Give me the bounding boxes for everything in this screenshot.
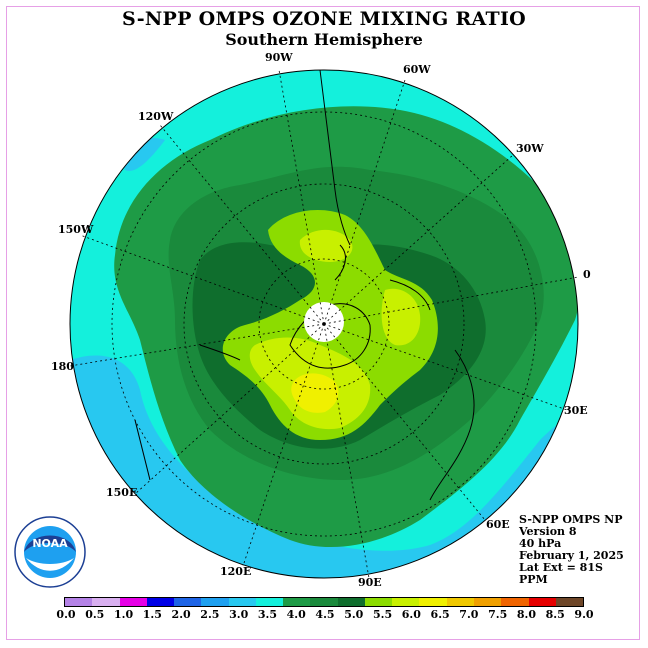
colorbar-tick-label: 5.5: [372, 608, 393, 621]
colorbar-tick-label: 6.0: [401, 608, 421, 621]
lon-label-120e: 120E: [220, 565, 251, 578]
colorbar-tick-label: 6.5: [430, 608, 450, 621]
lon-label-30e: 30E: [564, 404, 588, 417]
colorbar-segment: [419, 598, 447, 606]
colorbar-segment: [364, 598, 393, 606]
colorbar-segment: [119, 598, 147, 606]
colorbar-tick-label: 2.5: [200, 608, 220, 621]
ozone-field: [70, 70, 578, 578]
colorbar-tick-label: 0.0: [56, 608, 76, 621]
colorbar-segment: [255, 598, 284, 606]
map-title: S-NPP OMPS OZONE MIXING RATIO: [121, 8, 527, 30]
lon-label-150w: 150W: [58, 223, 94, 236]
colorbar-segment: [446, 598, 474, 606]
colorbar-segment: [201, 598, 229, 606]
map-subtitle: Southern Hemisphere: [225, 30, 423, 49]
colorbar-segment: [65, 598, 93, 606]
colorbar-segment: [555, 598, 584, 606]
colorbar-segment: [501, 598, 529, 606]
noaa-logo: NOAA: [14, 516, 86, 588]
info-units: PPM: [519, 573, 548, 586]
colorbar-tick-label: 7.5: [488, 608, 508, 621]
longitude-labels: 90W 60W 120W 30W 150W 0 180 30E 150E 60E…: [51, 51, 591, 589]
colorbar-tick-label: 1.0: [113, 608, 134, 621]
lon-label-180: 180: [51, 360, 74, 373]
map-boundary: [69, 69, 579, 579]
colorbar-segment: [473, 598, 502, 606]
colorbar: [64, 597, 584, 607]
contour-6-0: [249, 229, 421, 430]
lon-label-60w: 60W: [403, 63, 431, 76]
coastlines: [134, 70, 475, 501]
colorbar-segment: [174, 598, 202, 606]
colorbar-segment: [92, 598, 120, 606]
colorbar-segment: [146, 598, 175, 606]
info-block: S-NPP OMPS NP Version 8 40 hPa February …: [519, 514, 624, 586]
noaa-logo-text: NOAA: [32, 537, 68, 550]
colorbar-tick-label: 0.5: [85, 608, 105, 621]
colorbar-segment: [337, 598, 365, 606]
lon-label-150e: 150E: [106, 486, 137, 499]
colorbar-segment: [228, 598, 256, 606]
colorbar-segment: [528, 598, 556, 606]
info-pressure: 40 hPa: [519, 537, 562, 550]
colorbar-segment: [283, 598, 311, 606]
figure-frame: [6, 6, 640, 640]
colorbar-tick-label: 3.0: [229, 608, 249, 621]
colorbar-tick-label: 4.0: [286, 608, 306, 621]
graticule: [69, 69, 579, 579]
lon-label-120w: 120W: [138, 110, 174, 123]
info-lat-extent: Lat Ext = 81S: [519, 561, 603, 574]
lon-label-60e: 60E: [486, 518, 510, 531]
colorbar-tick-label: 8.0: [516, 608, 537, 621]
colorbar-ticks: 0.0 0.5 1.0 1.5 2.0 2.5 3.0 3.5 4.0 4.5 5.0 5.5 6.0 6…: [0, 608, 648, 622]
lon-label-90e: 90E: [358, 576, 382, 589]
colorbar-tick-label: 2.0: [171, 608, 191, 621]
colorbar-tick-label: 4.5: [315, 608, 335, 621]
contour-6-5: [291, 373, 339, 413]
lon-label-30w: 30W: [516, 142, 544, 155]
lon-label-90w: 90W: [265, 51, 293, 64]
colorbar-tick-label: 7.0: [459, 608, 479, 621]
info-date: February 1, 2025: [519, 549, 624, 562]
colorbar-tick-label: 3.5: [257, 608, 278, 621]
colorbar-tick-label: 9.0: [574, 608, 594, 621]
contour-3-0: [70, 355, 578, 578]
colorbar-segment: [310, 598, 338, 606]
lon-label-0: 0: [583, 268, 591, 281]
colorbar-tick-label: 1.5: [142, 608, 162, 621]
info-version: Version 8: [519, 525, 577, 538]
colorbar-tick-label: 5.0: [344, 608, 364, 621]
info-instrument: S-NPP OMPS NP: [519, 513, 623, 526]
colorbar-tick-label: 8.5: [545, 608, 565, 621]
colorbar-segment: [392, 598, 420, 606]
